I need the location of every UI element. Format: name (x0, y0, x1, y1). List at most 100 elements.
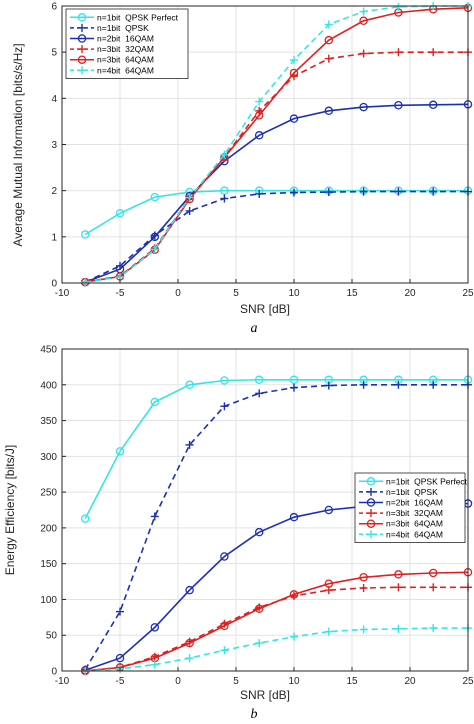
data-point (255, 106, 264, 115)
legend-marker (78, 45, 86, 54)
legend-marker (367, 530, 375, 539)
data-point (429, 624, 438, 633)
data-point (290, 56, 298, 65)
data-point (394, 48, 403, 57)
y-tick-label: 5 (51, 48, 57, 59)
data-point (429, 583, 438, 592)
data-point (255, 97, 264, 106)
data-point (290, 188, 298, 197)
data-point (324, 20, 333, 29)
data-point (359, 102, 368, 112)
data-point (359, 573, 368, 582)
data-point (220, 621, 229, 631)
series-line (84, 190, 468, 283)
data-point (150, 623, 160, 632)
chart-b-series-6 (81, 624, 472, 675)
data-point (254, 604, 264, 613)
legend-entry: n=1bit QPSK (359, 487, 438, 497)
data-point (116, 607, 124, 616)
data-point (185, 380, 194, 390)
data-point (185, 585, 194, 595)
data-point (394, 570, 403, 579)
data-point (150, 245, 159, 254)
legend-entry: n=1bit QPSK Perfect (70, 12, 179, 22)
data-point (150, 192, 160, 202)
data-point (254, 527, 264, 537)
data-point (255, 389, 264, 398)
legend-marker (77, 13, 87, 22)
series-line (84, 378, 468, 519)
x-tick-label: -10 (55, 676, 70, 687)
data-point (289, 512, 299, 522)
chart-a-ticks: -10 -5 0 5 10 15 20 25 0 1 2 3 4 5 6 (51, 2, 474, 300)
series-line (84, 103, 469, 283)
legend-marker (366, 477, 376, 486)
data-point (290, 632, 298, 641)
legend-label: n=3bit 32QAM (97, 44, 154, 54)
y-tick-label: 4 (51, 94, 57, 105)
y-tick-label: 50 (46, 631, 58, 642)
data-point (185, 638, 194, 648)
data-point (394, 187, 403, 196)
legend-entry: n=2bit 16QAM (70, 34, 154, 44)
x-tick-label: 25 (462, 676, 474, 687)
legend-label: n=1bit QPSK Perfect (97, 12, 179, 22)
legend-label: n=4bit 64QAM (97, 65, 154, 75)
x-tick-label: -10 (55, 288, 70, 299)
series-line (84, 383, 468, 671)
y-tick-label: 350 (40, 416, 57, 427)
data-point (150, 397, 160, 407)
legend-marker (367, 487, 375, 496)
data-point (80, 230, 90, 239)
chart-a: -10 -5 0 5 10 15 20 25 0 1 2 3 4 5 6 SNR [dB] Average … (11, 2, 474, 337)
legend-marker (77, 34, 87, 43)
chart-a-x-axis-label: SNR [dB] (240, 302, 290, 316)
x-tick-label: -5 (116, 676, 125, 687)
data-point (359, 7, 368, 16)
legend-entry: n=2bit 16QAM (359, 498, 443, 508)
data-point (324, 35, 334, 45)
y-tick-label: 100 (40, 595, 57, 606)
legend-entry: n=3bit 64QAM (359, 519, 443, 529)
y-tick-label: 150 (40, 559, 57, 570)
data-point (289, 590, 299, 599)
legend-label: n=3bit 32QAM (386, 508, 443, 518)
data-point (115, 209, 125, 218)
data-point (220, 402, 229, 411)
data-point (255, 189, 264, 198)
legend-marker (366, 498, 376, 507)
legend-entry: n=3bit 64QAM (70, 55, 154, 65)
chart-b-ticks: -10 -5 0 5 10 15 20 250501001502002503003504004… (40, 345, 474, 688)
data-point (394, 624, 403, 633)
data-point (324, 579, 334, 588)
data-point (429, 48, 438, 57)
data-point (394, 380, 403, 389)
data-point (290, 383, 298, 392)
data-point (220, 194, 229, 203)
chart-b-y-axis-label: Energy Efficiency [bits/J] (3, 445, 17, 576)
y-tick-label: 200 (40, 523, 57, 534)
data-point (254, 111, 264, 120)
data-point (428, 568, 438, 578)
y-tick-label: 3 (51, 140, 57, 151)
data-point (80, 514, 90, 523)
data-point (150, 232, 160, 242)
data-point (324, 505, 334, 515)
data-point (185, 206, 194, 215)
legend-label: n=2bit 16QAM (386, 498, 443, 508)
y-tick-label: 0 (51, 667, 57, 678)
legend-entry: n=4bit 64QAM (359, 529, 443, 539)
x-tick-label: 10 (288, 288, 300, 299)
data-point (324, 381, 333, 390)
data-point (220, 646, 229, 655)
y-tick-label: 250 (40, 488, 57, 499)
y-tick-label: 0 (51, 279, 57, 290)
data-point (394, 2, 403, 11)
x-tick-label: 5 (233, 288, 239, 299)
y-tick-label: 2 (51, 186, 57, 197)
x-tick-label: 0 (175, 676, 181, 687)
data-point (150, 512, 159, 521)
